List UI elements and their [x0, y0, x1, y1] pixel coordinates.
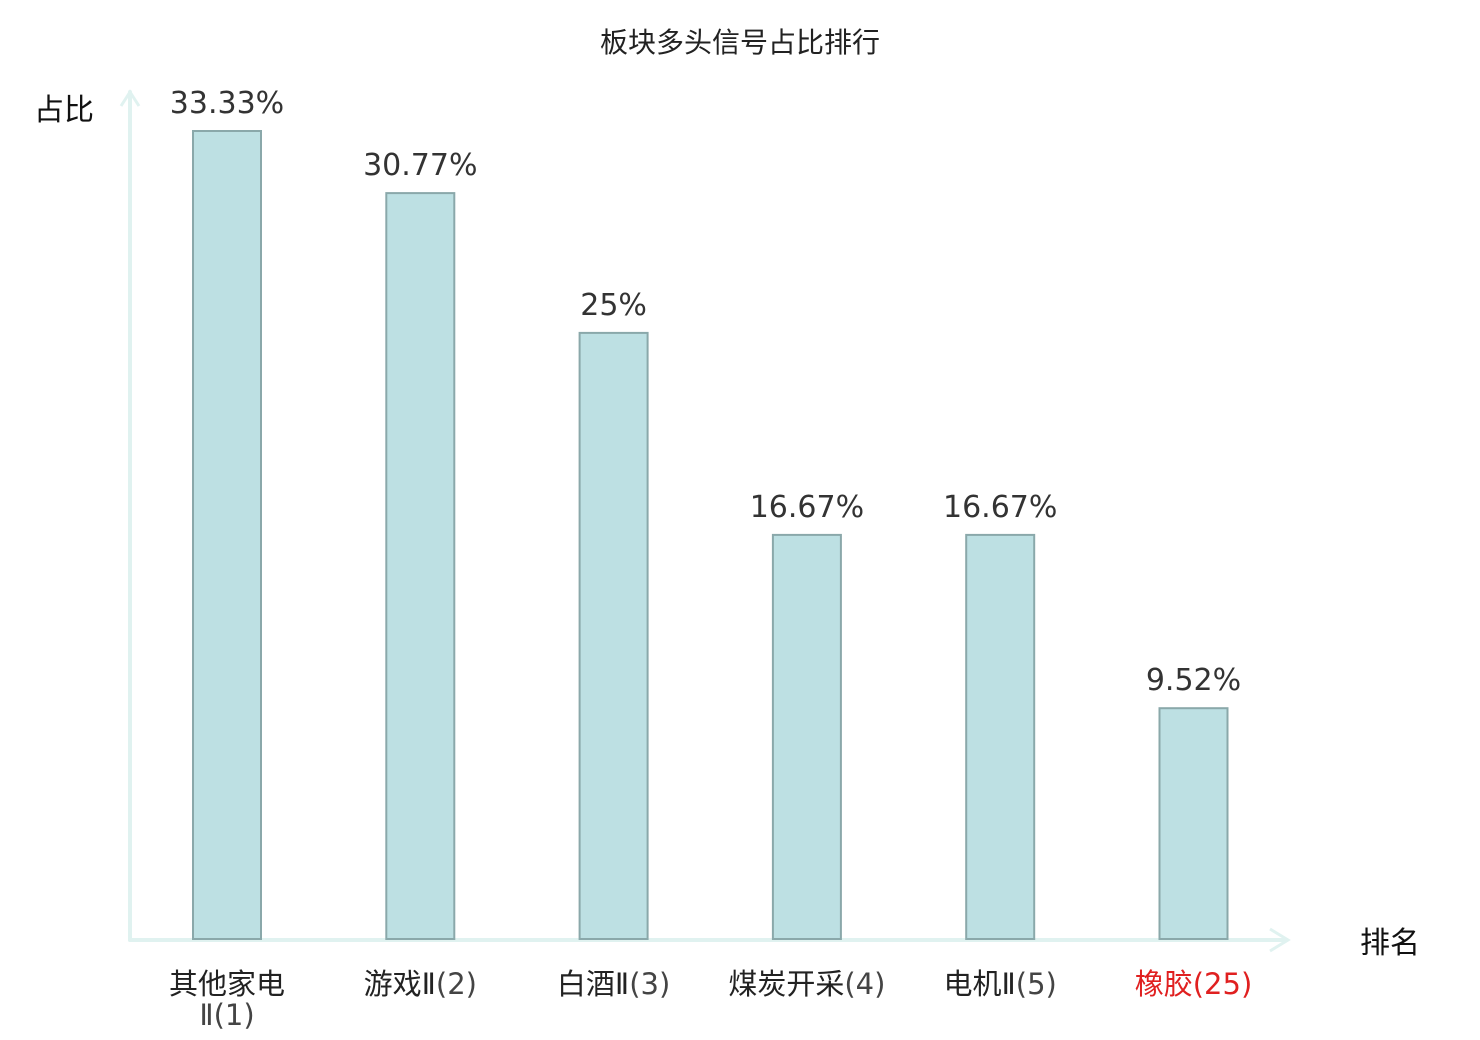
bar-5: [965, 533, 1036, 941]
category-label-3: 白酒Ⅱ(3): [557, 967, 670, 1001]
category-label-4: 煤炭开采(4): [728, 967, 885, 1001]
category-label-2: 游戏Ⅱ(2): [364, 967, 477, 1001]
value-label-4: 16.67%: [750, 490, 864, 525]
value-label-2: 30.77%: [363, 148, 477, 183]
value-label-1: 33.33%: [170, 86, 284, 121]
bar-3: [578, 331, 649, 940]
bar-1: [192, 130, 262, 940]
value-label-6: 9.52%: [1146, 663, 1241, 698]
bar-6: [1158, 707, 1229, 941]
value-label-5: 16.67%: [943, 490, 1057, 525]
y-axis-label: 占比: [34, 93, 94, 128]
category-rank-1: Ⅱ(1): [199, 998, 254, 1032]
category-label-6: 橡胶(25): [1135, 967, 1253, 1001]
value-labels-group: 33.33% 30.77% 25% 16.67% 16.67% 9.52%: [170, 86, 1241, 698]
y-axis-arrow: [119, 89, 141, 107]
x-axis-label: 排名: [1360, 926, 1420, 961]
bar-2: [385, 192, 456, 941]
chart-title: 板块多头信号占比排行: [600, 26, 880, 59]
axes: [119, 89, 1291, 953]
category-label-1: 其他家电: [169, 967, 285, 1001]
category-label-5: 电机Ⅱ(5): [944, 967, 1057, 1001]
bars-group: [192, 130, 1229, 941]
value-label-3: 25%: [580, 288, 647, 323]
bar-4: [771, 533, 842, 941]
x-axis-arrow: [1269, 927, 1291, 953]
